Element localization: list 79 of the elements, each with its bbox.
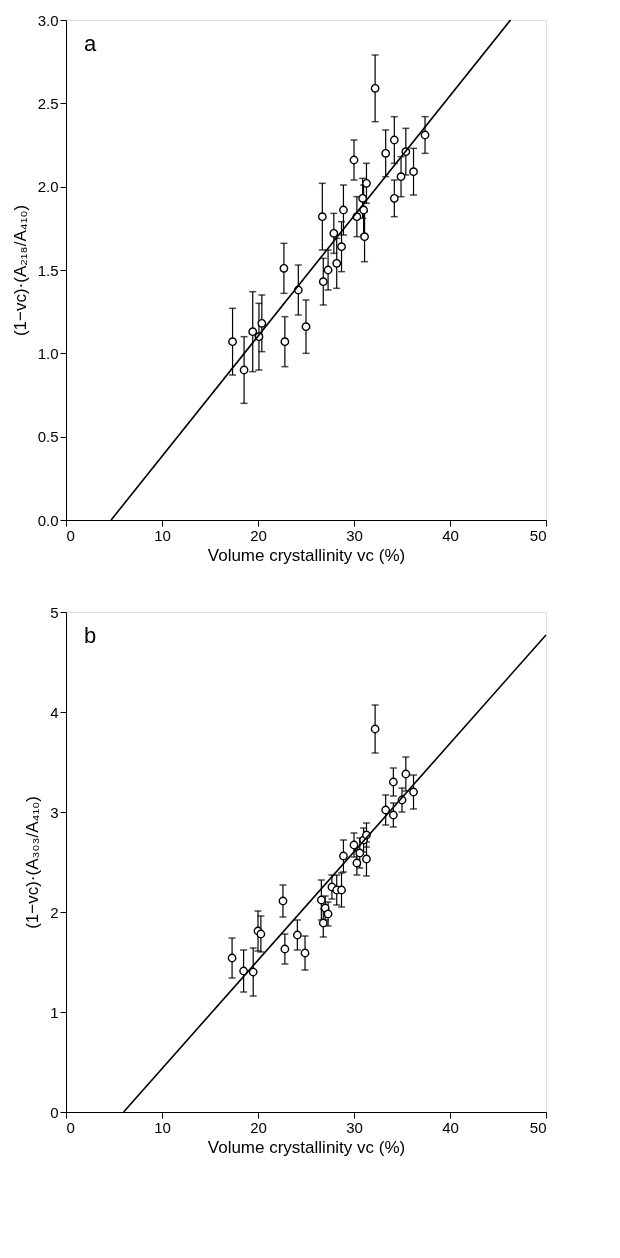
y-tick-label: 3.0 bbox=[37, 11, 59, 29]
point bbox=[278, 896, 288, 906]
point bbox=[359, 205, 369, 215]
point bbox=[323, 265, 333, 275]
point bbox=[280, 337, 290, 347]
annotation: b bbox=[84, 623, 97, 648]
point bbox=[358, 193, 368, 203]
point bbox=[370, 724, 380, 734]
point bbox=[317, 212, 327, 222]
point bbox=[349, 840, 359, 850]
point bbox=[300, 948, 310, 958]
x-tick-label: 20 bbox=[250, 526, 267, 544]
y-tick-label: 3 bbox=[50, 803, 59, 821]
y-tick-label: 4 bbox=[50, 703, 59, 721]
point bbox=[370, 83, 380, 93]
y-tick-label: 5 bbox=[50, 603, 59, 621]
y-tick-label: 1.5 bbox=[37, 261, 59, 279]
point bbox=[248, 967, 258, 977]
point bbox=[279, 263, 289, 273]
point bbox=[389, 193, 399, 203]
x-axis-title: Volume crystallinity vc (%) bbox=[207, 545, 406, 565]
point bbox=[280, 944, 290, 954]
x-axis-title: Volume crystallinity vc (%) bbox=[207, 1137, 406, 1157]
y-axis-title: (1−vc)·(A₃₀₃/A₄₁₀) bbox=[23, 796, 43, 929]
point bbox=[339, 205, 348, 215]
point bbox=[352, 858, 362, 868]
y-tick-label: 0 bbox=[50, 1103, 59, 1121]
y-tick-label: 2 bbox=[50, 903, 59, 921]
point bbox=[239, 966, 249, 976]
x-tick-label: 0 bbox=[66, 1118, 75, 1136]
x-tick-label: 50 bbox=[529, 1118, 547, 1136]
point bbox=[337, 885, 346, 895]
point bbox=[388, 810, 398, 820]
x-tick-label: 20 bbox=[250, 1118, 267, 1136]
point bbox=[337, 242, 346, 252]
point bbox=[401, 769, 411, 779]
point bbox=[257, 318, 267, 328]
x-tick-label: 40 bbox=[442, 1118, 459, 1136]
point bbox=[227, 953, 237, 963]
x-tick-label: 50 bbox=[529, 526, 547, 544]
point bbox=[420, 130, 430, 140]
y-tick-label: 1 bbox=[50, 1003, 59, 1021]
point bbox=[355, 848, 365, 858]
point bbox=[339, 851, 348, 861]
point bbox=[228, 337, 237, 347]
point bbox=[362, 854, 371, 864]
y-tick-label: 0.0 bbox=[37, 511, 59, 529]
point bbox=[409, 787, 418, 797]
y-tick-label: 2.5 bbox=[37, 94, 59, 112]
y-tick-label: 0.5 bbox=[37, 428, 59, 446]
point bbox=[301, 322, 311, 332]
point bbox=[381, 148, 391, 158]
y-axis-title: (1−vc)·(A₂₁₈/A₄₁₀) bbox=[10, 204, 30, 337]
point bbox=[332, 258, 342, 268]
point bbox=[329, 228, 339, 238]
x-tick-label: 10 bbox=[154, 526, 171, 544]
point bbox=[316, 895, 326, 905]
y-tick-label: 2.0 bbox=[37, 178, 59, 196]
point bbox=[381, 805, 391, 815]
point bbox=[409, 167, 418, 177]
point bbox=[318, 918, 328, 928]
x-tick-label: 30 bbox=[346, 526, 363, 544]
point bbox=[318, 277, 328, 287]
point bbox=[396, 172, 406, 182]
point bbox=[362, 178, 371, 188]
point bbox=[360, 232, 369, 242]
point bbox=[239, 365, 249, 375]
x-tick-label: 40 bbox=[442, 526, 459, 544]
x-tick-label: 0 bbox=[66, 526, 75, 544]
y-tick-label: 1.0 bbox=[37, 344, 59, 362]
point bbox=[389, 135, 399, 145]
x-tick-label: 30 bbox=[346, 1118, 363, 1136]
point bbox=[323, 909, 333, 919]
annotation: a bbox=[84, 31, 97, 56]
point bbox=[248, 327, 258, 337]
point bbox=[292, 930, 302, 940]
point bbox=[388, 777, 398, 787]
x-tick-label: 10 bbox=[154, 1118, 171, 1136]
point bbox=[349, 155, 359, 165]
